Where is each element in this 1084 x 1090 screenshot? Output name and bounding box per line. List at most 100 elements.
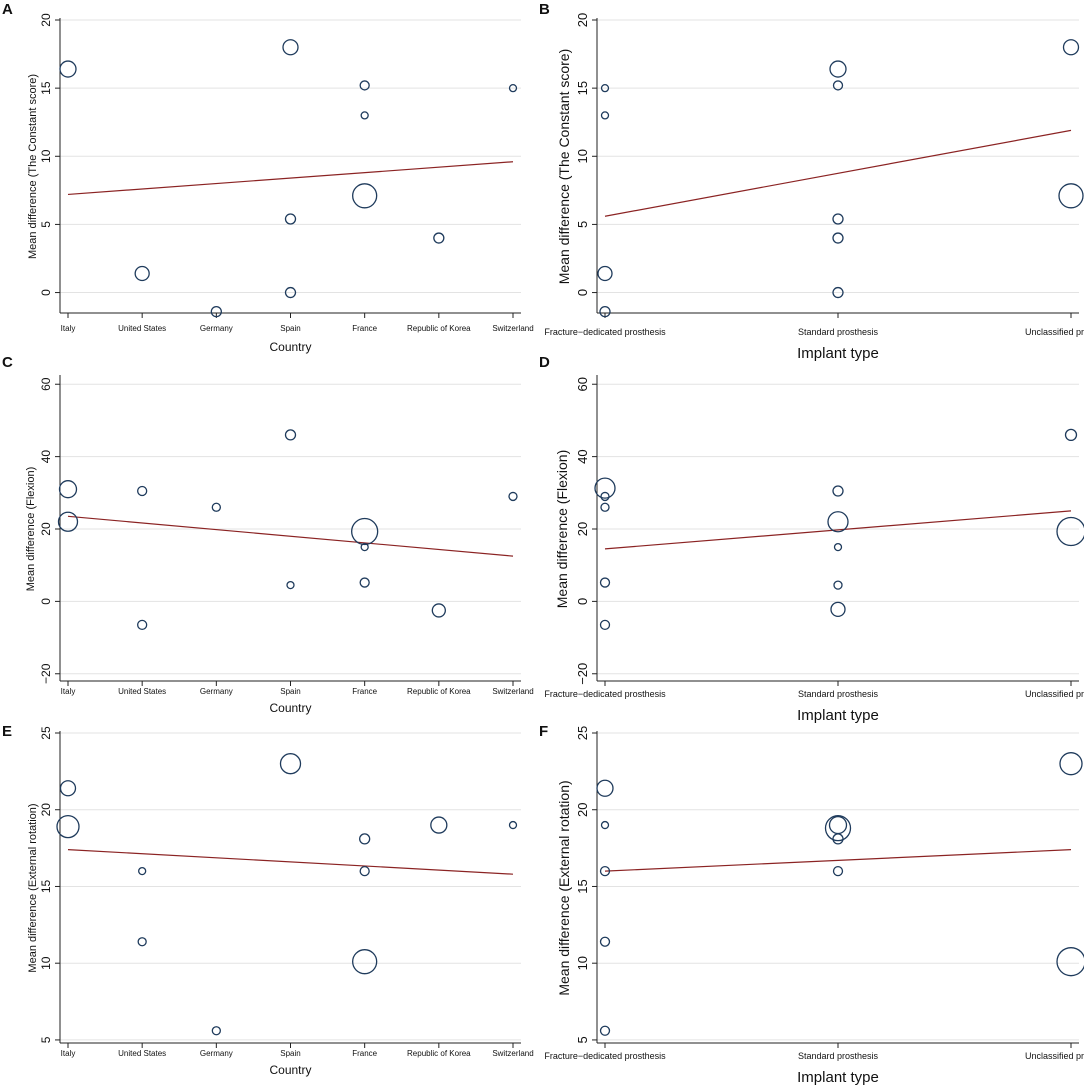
- data-point: [360, 542, 369, 552]
- x-axis-title: Country: [269, 1063, 311, 1077]
- data-point: [600, 491, 610, 502]
- y-tick-label: 20: [575, 802, 590, 816]
- data-point: [829, 60, 847, 78]
- panel-letter: C: [2, 354, 13, 371]
- x-tick-label: Fracture−dedicated prosthesis: [544, 327, 666, 337]
- data-point: [279, 753, 302, 775]
- y-tick-label: 20: [575, 522, 590, 536]
- y-axis-title: Mean difference (The Constant score): [27, 74, 39, 259]
- data-point: [359, 80, 370, 91]
- panel-letter: A: [2, 1, 13, 18]
- x-tick-label: Unclassified prosthesis: [1025, 327, 1084, 337]
- data-point: [824, 814, 852, 842]
- panel-letter: E: [2, 723, 12, 740]
- data-point: [599, 619, 611, 631]
- x-axis-title: Implant type: [797, 1069, 879, 1086]
- y-tick-label: 60: [575, 377, 590, 391]
- y-tick-label: 20: [39, 522, 53, 536]
- x-tick-label: Germany: [200, 687, 233, 696]
- data-point: [137, 937, 147, 947]
- data-point: [508, 820, 518, 830]
- y-tick-label: 25: [575, 726, 590, 740]
- regression-line: [67, 515, 514, 557]
- x-axis-title: Implant type: [797, 707, 879, 724]
- data-point: [211, 502, 221, 512]
- x-axis-title: Country: [269, 701, 311, 715]
- panel-letter: F: [539, 723, 548, 740]
- data-point: [832, 286, 844, 299]
- data-point: [1059, 752, 1083, 776]
- panel-letter: D: [539, 354, 550, 371]
- data-point: [58, 480, 78, 499]
- data-point: [600, 820, 610, 830]
- data-point: [211, 1026, 221, 1036]
- x-tick-label: Republic of Korea: [407, 324, 471, 333]
- data-point: [351, 517, 379, 546]
- x-tick-label: Fracture−dedicated prosthesis: [544, 689, 666, 699]
- data-point: [1056, 516, 1084, 547]
- data-point: [833, 580, 843, 590]
- x-tick-label: Switzerland: [492, 1049, 533, 1058]
- data-point: [359, 577, 370, 588]
- data-point: [282, 39, 299, 56]
- regression-line: [604, 849, 1072, 872]
- regression-line: [604, 129, 1072, 217]
- x-tick-label: Switzerland: [492, 687, 533, 696]
- data-point: [596, 779, 614, 797]
- data-point: [359, 865, 370, 877]
- x-tick-label: United States: [118, 687, 166, 696]
- data-point: [352, 949, 378, 975]
- y-tick-label: 0: [39, 289, 53, 296]
- data-point: [1058, 183, 1084, 209]
- data-point: [431, 603, 446, 618]
- y-tick-label: 0: [575, 598, 590, 605]
- data-point: [828, 815, 848, 835]
- y-tick-label: 10: [39, 956, 53, 970]
- data-point: [594, 477, 616, 499]
- x-tick-label: Fracture−dedicated prosthesis: [544, 1051, 666, 1061]
- x-tick-label: Italy: [61, 324, 76, 333]
- data-point: [284, 286, 297, 299]
- x-tick-label: Republic of Korea: [407, 687, 471, 696]
- y-tick-label: 0: [575, 289, 590, 296]
- x-tick-label: France: [352, 687, 377, 696]
- y-tick-label: 20: [39, 13, 53, 27]
- panel-f: F 5 10 15 20 25 Fracture−dedicated prosthesis S…: [539, 723, 1084, 1086]
- y-tick-label: 15: [575, 879, 590, 893]
- data-point: [59, 780, 77, 797]
- x-tick-label: Germany: [200, 1049, 233, 1058]
- data-point: [832, 213, 844, 225]
- data-point: [134, 265, 150, 282]
- x-tick-label: France: [352, 1049, 377, 1058]
- y-tick-label: 10: [575, 956, 590, 970]
- y-axis-title: Mean difference (Flexion): [25, 467, 37, 592]
- y-tick-label: 5: [575, 1036, 590, 1043]
- y-tick-label: 10: [39, 149, 53, 163]
- data-point: [599, 936, 611, 947]
- y-tick-label: 25: [39, 726, 53, 740]
- x-tick-label: United States: [118, 324, 166, 333]
- data-point: [359, 833, 371, 845]
- data-point: [284, 429, 297, 441]
- y-axis-title: Mean difference (External rotation): [556, 780, 572, 995]
- panel-c: C −20 0 20 40 60 Italy United States Germany Spai…: [2, 354, 534, 715]
- x-tick-label: Standard prosthesis: [798, 1051, 879, 1061]
- y-tick-label: 10: [575, 149, 590, 163]
- data-point: [830, 601, 846, 617]
- panel-b: B 0 5 10 15 20 Fracture−dedicated prosthesis St…: [539, 1, 1084, 362]
- data-point: [1056, 947, 1084, 977]
- x-tick-label: Spain: [280, 1049, 300, 1058]
- y-tick-label: 60: [39, 377, 53, 391]
- data-point: [508, 83, 518, 93]
- y-axis-title: Mean difference (Flexion): [554, 450, 570, 608]
- data-point: [137, 619, 148, 631]
- x-tick-label: Switzerland: [492, 324, 533, 333]
- data-point: [832, 865, 844, 877]
- panel-d: D −20 0 20 40 60 Fracture−dedicated prosthesis…: [539, 354, 1084, 724]
- x-tick-label: Unclassified prosthesis: [1025, 1051, 1084, 1061]
- x-tick-label: Italy: [61, 1049, 76, 1058]
- regression-line: [67, 849, 514, 875]
- data-point: [508, 491, 518, 502]
- data-point: [210, 305, 222, 318]
- y-axis-title: Mean difference (External rotation): [27, 803, 39, 972]
